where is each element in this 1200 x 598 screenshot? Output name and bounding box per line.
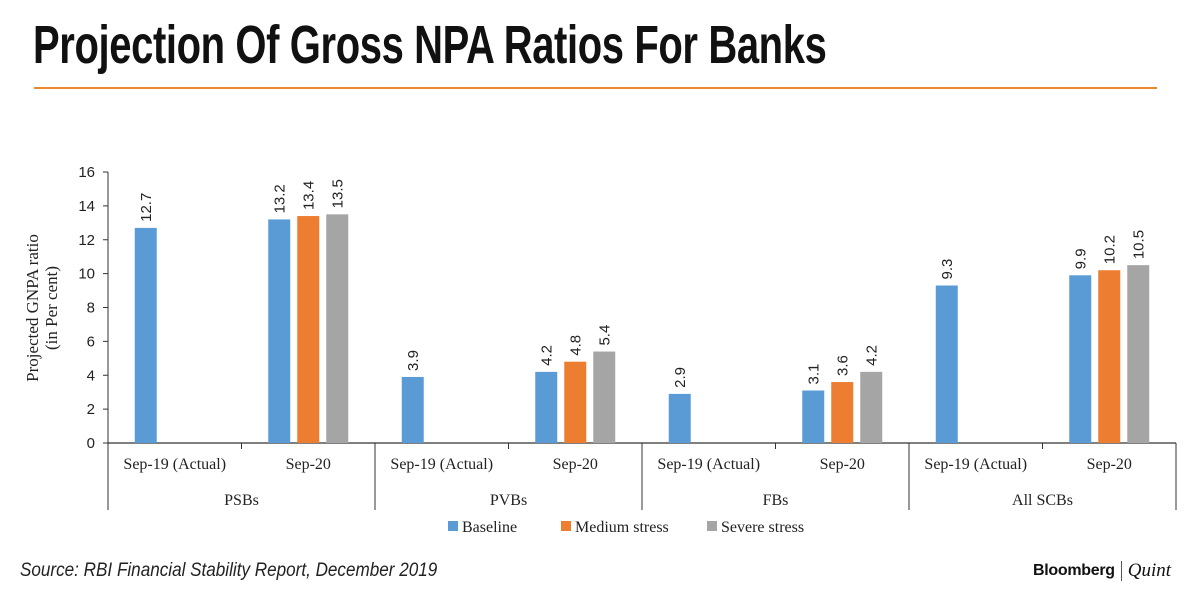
page-title: Projection Of Gross NPA Ratios For Banks — [33, 15, 827, 75]
data-label: 5.4 — [596, 325, 613, 346]
category-label: Sep-20 — [286, 456, 331, 473]
data-label: 12.7 — [138, 193, 155, 222]
group-label: PVBs — [490, 492, 527, 509]
logo-brand: Bloomberg — [1033, 562, 1115, 579]
bar-baseline — [668, 393, 691, 443]
data-label: 4.2 — [863, 345, 880, 366]
y-tick-label: 8 — [87, 300, 95, 317]
y-tick-label: 4 — [87, 367, 95, 384]
category-label: Sep-19 (Actual) — [657, 456, 760, 473]
y-tick-label: 6 — [87, 333, 95, 350]
bar-medium-stress — [297, 216, 320, 443]
bar-baseline — [935, 285, 958, 443]
data-label: 13.2 — [271, 184, 288, 213]
data-label: 13.4 — [300, 181, 317, 210]
category-label: Sep-20 — [1087, 456, 1132, 473]
bar-baseline — [268, 219, 291, 443]
bar-severe-stress — [860, 371, 883, 443]
bloomberg-quint-logo: Bloomberg Quint — [1033, 560, 1171, 582]
bar-baseline — [1069, 275, 1092, 443]
data-label: 3.9 — [405, 350, 422, 371]
bar-medium-stress — [831, 382, 854, 443]
legend-swatch-baseline — [448, 521, 458, 531]
bar-baseline — [401, 376, 424, 443]
data-label: 10.2 — [1101, 235, 1118, 264]
category-label: Sep-19 (Actual) — [390, 456, 493, 473]
group-label: FBs — [763, 492, 789, 509]
bar-medium-stress — [564, 361, 587, 443]
bar-severe-stress — [1127, 265, 1150, 443]
legend-label: Medium stress — [575, 519, 669, 536]
data-label: 4.2 — [538, 345, 555, 366]
y-tick-label: 2 — [87, 401, 95, 418]
y-tick-label: 0 — [87, 435, 95, 452]
legend-label: Severe stress — [721, 519, 804, 536]
group-label: PSBs — [224, 492, 259, 509]
legend-swatch-medium-stress — [561, 521, 571, 531]
y-tick-label: 12 — [78, 232, 95, 249]
y-axis-label: Projected GNPA ratio — [23, 234, 42, 382]
y-tick-label: 14 — [78, 198, 95, 215]
logo-divider — [1120, 561, 1122, 581]
data-label: 10.5 — [1130, 230, 1147, 259]
logo-sub: Quint — [1127, 560, 1172, 581]
bar-severe-stress — [593, 351, 616, 443]
data-label: 2.9 — [672, 367, 689, 388]
legend-label: Baseline — [462, 519, 517, 536]
data-label: 3.6 — [834, 355, 851, 376]
data-label: 9.3 — [939, 259, 956, 280]
category-label: Sep-20 — [553, 456, 598, 473]
data-label: 4.8 — [567, 335, 584, 356]
data-label: 13.5 — [329, 179, 346, 208]
group-label: All SCBs — [1012, 492, 1073, 509]
bar-medium-stress — [1098, 270, 1121, 443]
source-note: Source: RBI Financial Stability Report, … — [20, 560, 438, 581]
data-label: 3.1 — [805, 364, 822, 385]
bar-baseline — [134, 227, 157, 443]
y-tick-label: 16 — [78, 164, 95, 181]
category-label: Sep-19 (Actual) — [123, 456, 226, 473]
bar-baseline — [802, 390, 825, 443]
y-axis-label: (in Per cent) — [42, 266, 61, 350]
category-label: Sep-19 (Actual) — [924, 456, 1027, 473]
category-label: Sep-20 — [820, 456, 865, 473]
bar-severe-stress — [326, 214, 349, 443]
bar-baseline — [535, 371, 558, 443]
title-divider — [34, 87, 1157, 89]
legend-swatch-severe-stress — [707, 521, 717, 531]
data-label: 9.9 — [1072, 248, 1089, 269]
y-tick-label: 10 — [78, 266, 95, 283]
